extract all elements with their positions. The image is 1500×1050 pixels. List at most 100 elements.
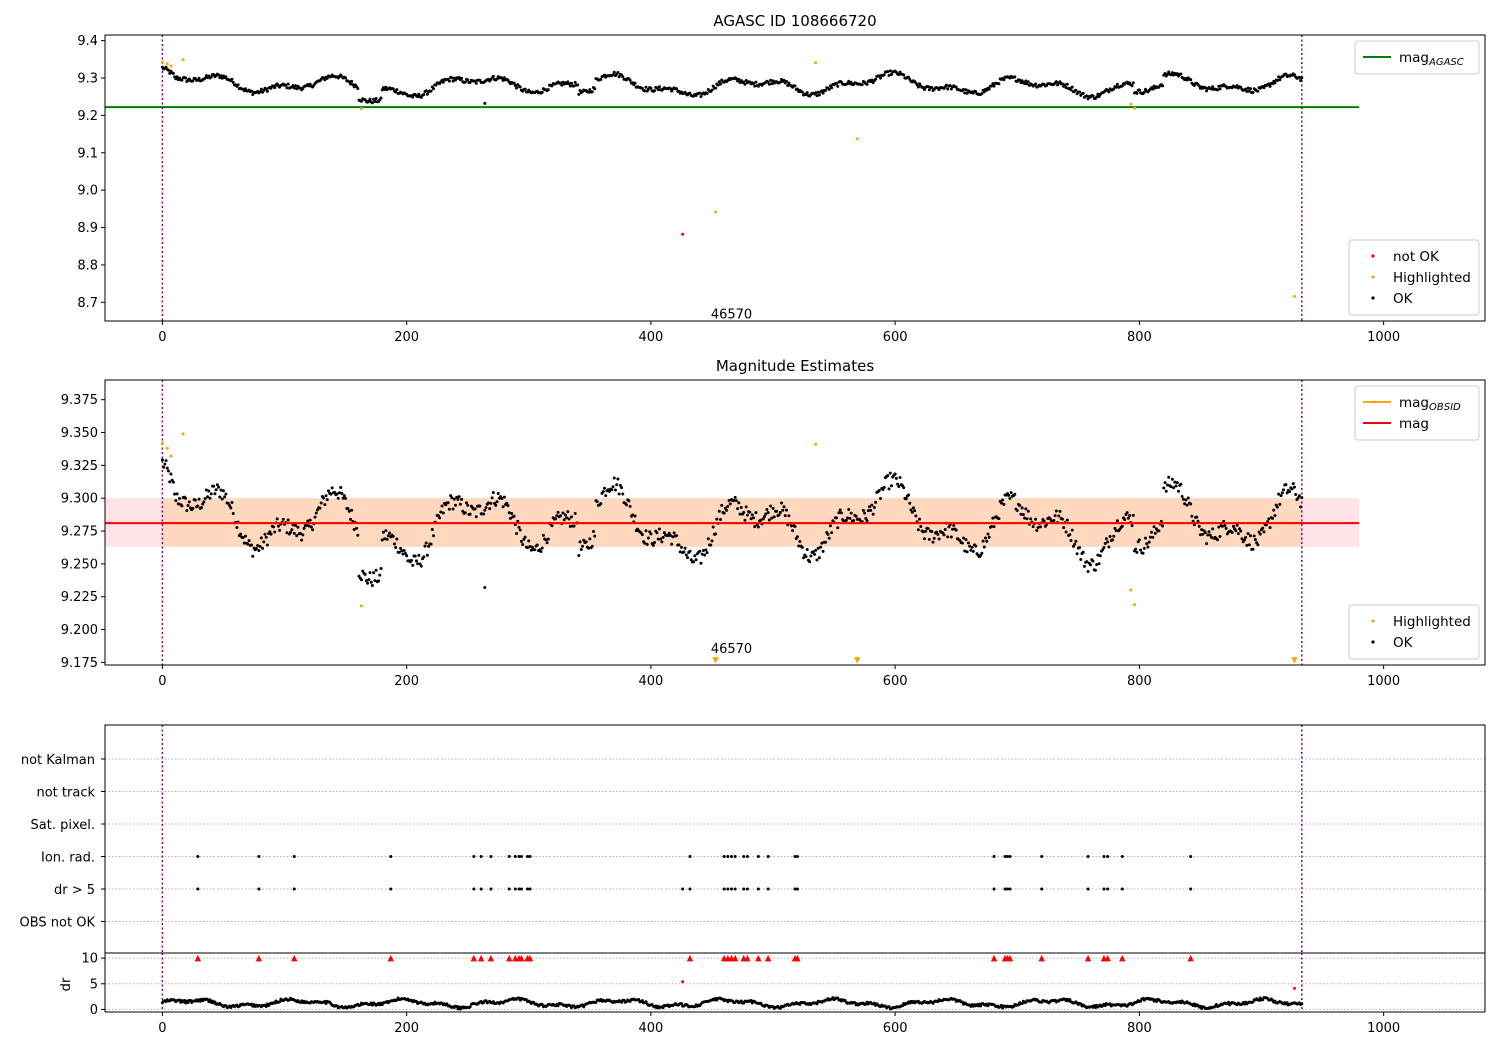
ok-point bbox=[464, 501, 468, 505]
dr-clipped-marker bbox=[291, 954, 298, 962]
ok-point bbox=[1244, 535, 1248, 539]
ok-point bbox=[1069, 538, 1073, 542]
ok-point bbox=[693, 554, 697, 558]
ok-point bbox=[1159, 519, 1163, 523]
ok-point bbox=[1103, 542, 1107, 546]
ok-point bbox=[1271, 82, 1275, 86]
flag-point bbox=[766, 887, 770, 891]
ok-point bbox=[417, 92, 421, 96]
ok-point bbox=[355, 526, 359, 530]
dr-point bbox=[815, 1002, 819, 1006]
ok-point bbox=[960, 541, 964, 545]
ok-point bbox=[699, 94, 703, 98]
ok-point bbox=[962, 536, 966, 540]
ok-point bbox=[286, 82, 290, 86]
ok-point bbox=[381, 530, 385, 534]
ok-point bbox=[432, 534, 436, 538]
ok-point bbox=[1279, 494, 1283, 498]
ok-point bbox=[714, 532, 718, 536]
ok-point bbox=[751, 516, 755, 520]
ok-point bbox=[347, 509, 351, 513]
ok-point bbox=[1209, 87, 1213, 91]
ok-point bbox=[1115, 519, 1119, 523]
ok-point bbox=[340, 491, 344, 495]
ok-point bbox=[500, 76, 504, 80]
ok-point bbox=[292, 531, 296, 535]
ok-point bbox=[766, 511, 770, 515]
ok-point bbox=[849, 511, 853, 515]
ok-point bbox=[483, 101, 487, 105]
ok-point bbox=[429, 89, 433, 93]
dr-point bbox=[900, 1004, 904, 1008]
ok-point bbox=[705, 551, 709, 555]
legend-box bbox=[1348, 239, 1480, 316]
ok-point bbox=[1111, 538, 1115, 542]
flag-point bbox=[1106, 855, 1110, 858]
ok-point bbox=[770, 516, 774, 520]
ok-point bbox=[184, 76, 188, 80]
flag-point bbox=[756, 887, 760, 891]
ok-point bbox=[971, 549, 975, 553]
ok-point bbox=[820, 541, 824, 545]
ok-point bbox=[871, 512, 875, 516]
ok-point bbox=[438, 516, 442, 520]
ok-point bbox=[247, 539, 251, 543]
ok-point bbox=[1063, 83, 1067, 87]
ok-point bbox=[212, 484, 216, 488]
ok-point bbox=[1142, 90, 1146, 94]
x-tick-label: 600 bbox=[883, 1021, 908, 1036]
dr-point bbox=[887, 1005, 891, 1009]
dr-point bbox=[1227, 1000, 1231, 1004]
ok-point bbox=[1201, 532, 1205, 536]
ok-point bbox=[490, 496, 494, 500]
ok-point bbox=[946, 535, 950, 539]
ok-point bbox=[824, 89, 828, 93]
flag-point bbox=[688, 887, 692, 891]
ok-point bbox=[315, 508, 319, 512]
ok-point bbox=[870, 503, 874, 507]
ok-point bbox=[175, 75, 179, 79]
ok-point bbox=[992, 84, 996, 88]
ok-point bbox=[992, 525, 996, 529]
ok-point bbox=[811, 550, 815, 554]
ok-point bbox=[738, 512, 742, 516]
ok-point bbox=[1165, 483, 1169, 487]
ok-point bbox=[364, 579, 368, 583]
ok-point bbox=[231, 80, 235, 84]
ok-point bbox=[644, 85, 648, 89]
ok-point bbox=[251, 93, 255, 97]
ok-point bbox=[924, 529, 928, 533]
ok-point bbox=[1021, 513, 1025, 517]
ok-point bbox=[250, 543, 254, 547]
ok-point bbox=[717, 509, 721, 513]
ok-point bbox=[515, 86, 519, 90]
ok-point bbox=[767, 82, 771, 86]
ok-point bbox=[887, 487, 891, 491]
ok-point bbox=[848, 516, 852, 520]
ok-point bbox=[1198, 533, 1202, 537]
ok-point bbox=[964, 88, 968, 92]
ok-point bbox=[727, 499, 731, 503]
ok-point bbox=[861, 508, 865, 512]
flag-point bbox=[489, 855, 493, 858]
ok-point bbox=[979, 554, 983, 558]
ok-point bbox=[466, 78, 470, 82]
flag-point bbox=[756, 855, 760, 858]
ok-point bbox=[474, 515, 478, 519]
ok-point bbox=[206, 495, 210, 499]
ok-point bbox=[294, 523, 298, 527]
ok-point bbox=[246, 542, 250, 546]
ok-point bbox=[610, 488, 614, 492]
ok-point bbox=[223, 495, 227, 499]
highlighted-point bbox=[169, 454, 173, 458]
ok-point bbox=[970, 545, 974, 549]
ok-point bbox=[778, 510, 782, 514]
ok-point bbox=[1247, 543, 1251, 547]
ok-point bbox=[618, 483, 622, 487]
ok-point bbox=[942, 533, 946, 537]
highlighted-point bbox=[814, 61, 818, 65]
dr-clipped-marker bbox=[731, 954, 739, 962]
ok-point bbox=[228, 504, 232, 508]
ok-point bbox=[1162, 486, 1166, 490]
ok-point bbox=[577, 92, 581, 96]
